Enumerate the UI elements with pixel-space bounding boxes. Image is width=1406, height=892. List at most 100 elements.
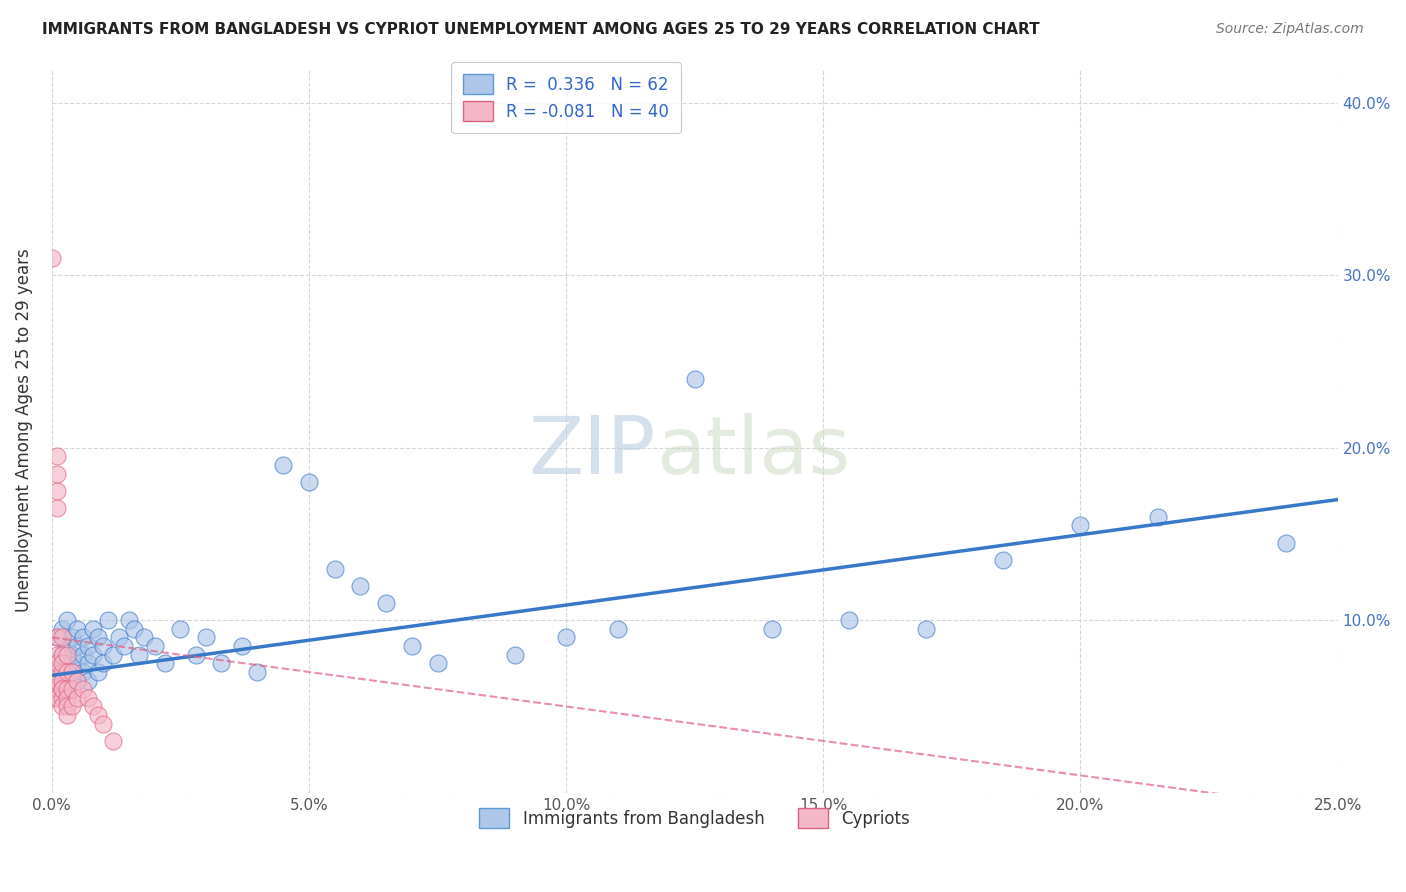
Point (838, 613, 860, 627)
Point (56, 682, 79, 697)
Point (51, 682, 73, 697)
Point (60, 648, 83, 662)
Point (375, 596, 398, 610)
Point (87, 631, 110, 645)
Point (51, 648, 73, 662)
Point (153, 657, 176, 671)
Point (118, 613, 141, 627)
Point (51, 699, 73, 714)
Point (60, 699, 83, 714)
Point (82, 648, 104, 662)
Point (45, 631, 67, 645)
Point (72, 631, 94, 645)
Point (683, 372, 706, 386)
Point (112, 639, 135, 653)
Point (56, 673, 79, 688)
Point (87, 708, 110, 723)
Point (103, 734, 125, 748)
Point (103, 648, 125, 662)
Point (91, 639, 114, 653)
Point (45, 501, 67, 516)
Point (606, 622, 628, 636)
Point (60, 665, 83, 679)
Point (76, 690, 98, 705)
Point (72, 665, 94, 679)
Point (401, 639, 423, 653)
Point (761, 622, 783, 636)
Point (97, 613, 120, 627)
Point (45, 450, 67, 464)
Point (1069, 518, 1091, 533)
Point (45, 673, 67, 688)
Point (91, 716, 114, 731)
Point (45, 483, 67, 498)
Point (72, 648, 94, 662)
Point (323, 561, 346, 575)
Text: atlas: atlas (657, 413, 851, 491)
Point (91, 657, 114, 671)
Point (66, 690, 89, 705)
Point (66, 673, 89, 688)
Point (195, 631, 218, 645)
Point (45, 682, 67, 697)
Point (45, 631, 67, 645)
Point (56, 657, 79, 671)
Point (555, 631, 578, 645)
Point (41, 682, 63, 697)
Point (184, 648, 207, 662)
Point (503, 648, 526, 662)
Point (82, 699, 104, 714)
Text: ZIP: ZIP (529, 413, 657, 491)
Point (56, 639, 79, 653)
Text: IMMIGRANTS FROM BANGLADESH VS CYPRIOT UNEMPLOYMENT AMONG AGES 25 TO 29 YEARS COR: IMMIGRANTS FROM BANGLADESH VS CYPRIOT UN… (42, 22, 1040, 37)
Point (426, 657, 449, 671)
Point (56, 665, 79, 679)
Point (246, 665, 269, 679)
Point (72, 682, 94, 697)
Point (60, 665, 83, 679)
Point (128, 648, 150, 662)
Text: Source: ZipAtlas.com: Source: ZipAtlas.com (1216, 22, 1364, 37)
Point (51, 648, 73, 662)
Point (66, 673, 89, 688)
Point (51, 690, 73, 705)
Point (56, 699, 79, 714)
Point (45, 665, 67, 679)
Point (915, 622, 938, 636)
Point (51, 682, 73, 697)
Point (66, 622, 89, 636)
Point (51, 682, 73, 697)
Point (66, 639, 89, 653)
Point (41, 251, 63, 265)
Point (169, 622, 191, 636)
Point (45, 690, 67, 705)
Point (51, 665, 73, 679)
Point (143, 639, 166, 653)
Point (60, 682, 83, 697)
Point (76, 639, 98, 653)
Point (66, 657, 89, 671)
Point (271, 458, 294, 472)
Point (349, 579, 371, 593)
Point (107, 631, 129, 645)
Point (41, 690, 63, 705)
Point (56, 708, 79, 723)
Point (993, 553, 1015, 567)
Point (51, 673, 73, 688)
Point (56, 613, 79, 627)
Point (45, 665, 67, 679)
Point (231, 639, 253, 653)
Point (51, 657, 73, 671)
Point (45, 648, 67, 662)
Y-axis label: Unemployment Among Ages 25 to 29 years: Unemployment Among Ages 25 to 29 years (15, 249, 32, 613)
Point (298, 475, 321, 490)
Point (56, 690, 79, 705)
Point (45, 657, 67, 671)
Point (87, 665, 110, 679)
Point (122, 622, 145, 636)
Point (51, 622, 73, 636)
Point (60, 631, 83, 645)
Point (45, 467, 67, 481)
Point (1146, 509, 1168, 524)
Point (56, 648, 79, 662)
